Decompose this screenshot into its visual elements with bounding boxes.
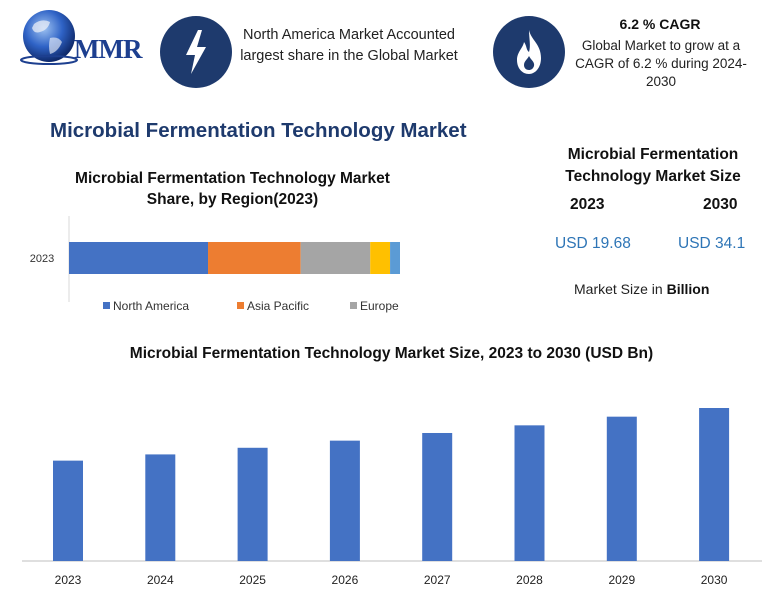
lightning-icon <box>160 16 232 88</box>
x-tick-label: 2025 <box>239 573 266 587</box>
share-category-label: 2023 <box>30 253 54 265</box>
x-tick-label: 2028 <box>516 573 543 587</box>
bar-2024 <box>145 454 176 561</box>
x-tick-label: 2030 <box>701 573 728 587</box>
x-tick-label: 2027 <box>424 573 451 587</box>
year-end: 2030 <box>703 196 738 213</box>
share-segment-other-3 <box>370 242 391 274</box>
market-size-title: Microbial Fermentation Technology Market… <box>565 146 741 185</box>
mmr-logo: MMR <box>14 6 152 70</box>
value-end: USD 34.1 <box>678 235 746 252</box>
legend-label-asia-pacific: Asia Pacific <box>247 299 309 313</box>
x-tick-label: 2023 <box>55 573 82 587</box>
page-title: Microbial Fermentation Technology Market <box>50 119 467 142</box>
note-prefix: Market Size in <box>574 281 667 297</box>
share-segment-north-america <box>69 242 209 274</box>
bar-2029 <box>606 416 637 561</box>
flame-icon <box>493 16 565 88</box>
bar-2026 <box>329 440 360 561</box>
logo-text: MMR <box>74 34 142 64</box>
globe-icon <box>20 10 78 65</box>
legend-label-north-america: North America <box>113 299 189 313</box>
year-start: 2023 <box>570 196 605 213</box>
bar-2027 <box>422 432 453 561</box>
legend-swatch-asia-pacific <box>237 302 244 309</box>
share-segment-europe <box>300 242 371 274</box>
market-size-note: Market Size in Billion <box>574 281 709 297</box>
bar-2028 <box>514 425 545 561</box>
x-tick-label: 2029 <box>608 573 635 587</box>
share-segment-other-4 <box>390 242 400 274</box>
bar-2023 <box>53 460 83 561</box>
bar-2025 <box>237 447 268 561</box>
note-unit: Billion <box>666 281 710 297</box>
x-tick-label: 2026 <box>332 573 359 587</box>
highlight-north-america: North America Market Accounted largest s… <box>240 27 458 64</box>
cagr-description: Global Market to grow at a CAGR of 6.2 %… <box>575 38 747 89</box>
legend-label-europe: Europe <box>360 299 399 313</box>
x-tick-label: 2024 <box>147 573 174 587</box>
share-chart: 2023 North America Asia Pacific Europe <box>30 216 400 313</box>
cagr-title: 6.2 % CAGR <box>619 16 701 32</box>
share-segment-asia-pacific <box>208 242 301 274</box>
value-start: USD 19.68 <box>555 235 631 252</box>
bar-2030 <box>699 408 730 561</box>
legend-swatch-europe <box>350 302 357 309</box>
bar-chart: 2023 2024 2025 2026 2027 2028 2029 2030 <box>22 408 762 587</box>
bar-chart-title: Microbial Fermentation Technology Market… <box>129 345 654 362</box>
legend-swatch-north-america <box>103 302 110 309</box>
share-chart-title: Microbial Fermentation Technology Market… <box>75 170 390 208</box>
